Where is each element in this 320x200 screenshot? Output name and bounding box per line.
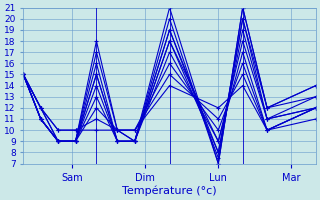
X-axis label: Température (°c): Température (°c) bbox=[122, 185, 217, 196]
